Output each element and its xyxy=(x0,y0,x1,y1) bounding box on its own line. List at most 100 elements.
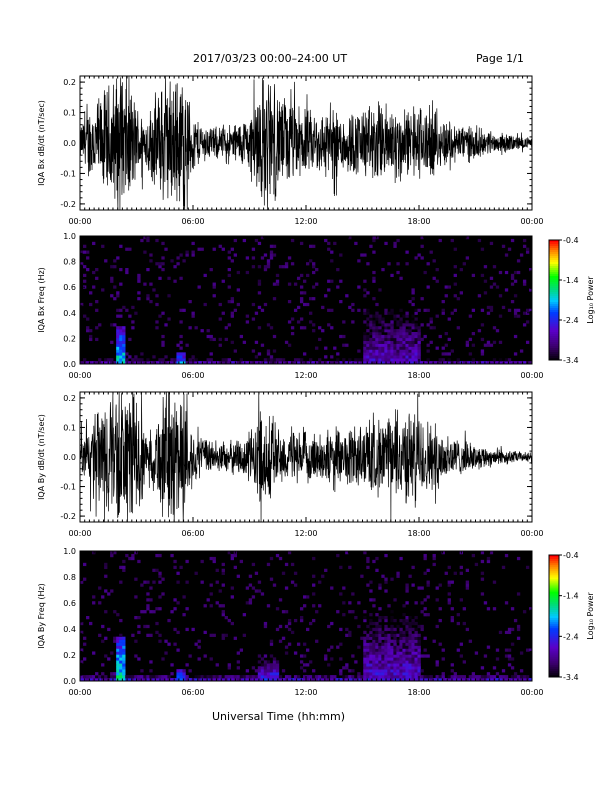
spectrogram-cell xyxy=(408,334,412,339)
spectrogram-cell xyxy=(372,645,376,649)
spectrogram-cell xyxy=(143,678,147,682)
spectrogram-cell xyxy=(369,678,373,682)
spectrogram-cell xyxy=(366,329,370,333)
spectrogram-cell xyxy=(89,334,93,339)
spectrogram-cell xyxy=(236,270,240,275)
spectrogram-cell xyxy=(396,329,400,333)
spectrogram-cell xyxy=(155,302,159,307)
spectrogram-cell xyxy=(444,294,448,298)
spectrogram-cell xyxy=(408,323,412,327)
spectrogram-cell xyxy=(339,279,343,283)
spectrogram-cell xyxy=(309,621,313,626)
spectrogram-cell xyxy=(110,553,114,558)
colorbar-segment xyxy=(549,304,559,307)
spectrogram-cell xyxy=(218,361,222,365)
spectrogram-cell xyxy=(408,636,412,640)
spectrogram-cell xyxy=(266,262,271,266)
spectrogram-cell xyxy=(450,669,454,673)
spectrogram-cell xyxy=(411,642,415,646)
spectrogram-cell xyxy=(146,678,150,682)
spectrogram-cell xyxy=(372,361,376,365)
spectrogram-cell xyxy=(143,610,147,614)
spectrogram-cell xyxy=(272,657,277,661)
spectrogram-cell xyxy=(516,314,521,318)
spectrogram-cell xyxy=(381,340,385,344)
spectrogram-cell xyxy=(239,361,244,365)
spectrogram-cell xyxy=(426,580,430,584)
spectrogram-cell xyxy=(357,308,361,312)
x-tick-label: 12:00 xyxy=(294,688,317,697)
spectrogram-cell xyxy=(408,361,412,365)
spectrogram-cell xyxy=(402,337,406,342)
spectrogram-cell xyxy=(426,568,430,572)
spectrogram-cell xyxy=(471,273,476,278)
spectrogram-cell xyxy=(405,583,409,587)
spectrogram-cell xyxy=(293,618,298,623)
spectrogram-cell xyxy=(209,334,213,339)
spectrogram-cell xyxy=(411,334,415,339)
spectrogram-cell xyxy=(486,311,491,315)
spectrogram-cell xyxy=(519,678,524,682)
spectrogram-cell xyxy=(390,648,394,652)
spectrogram-cell xyxy=(221,604,225,608)
spectrogram-cell xyxy=(480,675,485,679)
spectrogram-cell xyxy=(432,678,436,682)
spectrogram-cell xyxy=(477,329,482,333)
spectrogram-cell xyxy=(414,352,418,356)
spectrogram-cell xyxy=(459,565,463,570)
y-tick-label: 0.0 xyxy=(63,677,76,686)
colorbar-segment xyxy=(549,575,559,578)
spectrogram-cell xyxy=(173,279,177,283)
spectrogram-cell xyxy=(104,565,108,570)
spectrogram-cell xyxy=(131,553,135,558)
spectrogram-cell xyxy=(411,636,415,640)
spectrogram-cell xyxy=(119,282,123,286)
spectrogram-cell xyxy=(471,332,476,336)
spectrogram-cell xyxy=(519,675,524,679)
spectrogram-cell xyxy=(83,657,87,661)
spectrogram-cell xyxy=(290,262,295,266)
spectrogram-cell xyxy=(378,358,382,362)
spectrogram-cell xyxy=(80,361,84,365)
spectrogram-cell xyxy=(278,624,283,629)
spectrogram-cell xyxy=(254,571,259,575)
spectrogram-cell xyxy=(396,334,400,339)
spectrogram-cell xyxy=(405,675,409,679)
spectrogram-cell xyxy=(203,630,207,635)
colorbar-segment xyxy=(549,577,559,580)
spectrogram-cell xyxy=(209,633,213,637)
spectrogram-cell xyxy=(339,678,343,682)
spectrogram-cell xyxy=(245,601,250,605)
spectrogram-cell xyxy=(375,613,379,617)
y-tick-label: 0.1 xyxy=(63,109,76,118)
spectrogram-cell xyxy=(363,636,367,640)
spectrogram-cell xyxy=(306,262,310,266)
spectrogram-cell xyxy=(122,648,126,652)
spectrogram-cell xyxy=(155,678,159,682)
spectrogram-cell xyxy=(209,352,213,356)
spectrogram-cell xyxy=(399,337,403,342)
spectrogram-cell xyxy=(504,648,509,652)
spectrogram-cell xyxy=(387,645,391,649)
spectrogram-cell xyxy=(140,669,144,673)
spectrogram-cell xyxy=(296,358,301,362)
spectrogram-cell xyxy=(89,678,93,682)
spectrogram-cell xyxy=(176,678,180,682)
spectrogram-cell xyxy=(426,308,430,312)
y-tick-label: 0.0 xyxy=(63,453,76,462)
spectrogram-cell xyxy=(257,241,262,246)
spectrogram-cell xyxy=(417,352,421,356)
spectrogram-cell xyxy=(224,675,228,679)
spectrogram-cell xyxy=(387,604,391,608)
spectrogram-cell xyxy=(137,273,141,278)
spectrogram-cell xyxy=(137,630,141,635)
colorbar-segment xyxy=(549,256,559,259)
spectrogram-cell xyxy=(399,639,403,643)
spectrogram-cell xyxy=(339,627,343,632)
spectrogram-cell xyxy=(281,265,286,269)
spectrogram-cell xyxy=(221,247,225,251)
colorbar-segment xyxy=(549,318,559,321)
spectrogram-cell xyxy=(122,343,126,347)
spectrogram-cell xyxy=(393,329,397,333)
